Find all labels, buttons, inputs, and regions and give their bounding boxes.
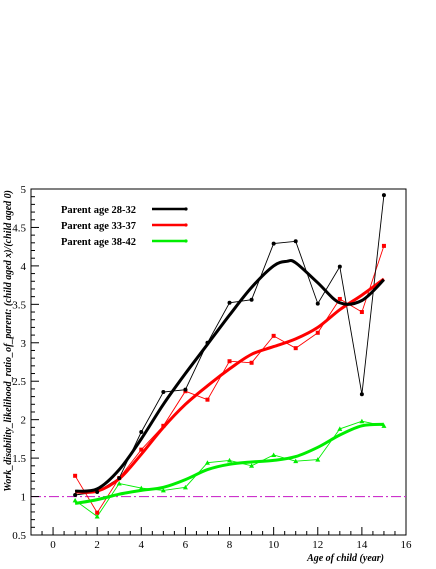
legend-label-1: Parent age 28-32 bbox=[61, 205, 136, 216]
series-3-point bbox=[204, 460, 210, 465]
series-2-point bbox=[205, 397, 210, 402]
series-1-point bbox=[337, 264, 342, 269]
y-tick-label: 4 bbox=[21, 261, 27, 273]
x-tick-label: 2 bbox=[94, 539, 100, 551]
x-tick-label: 14 bbox=[356, 539, 368, 551]
series-1-point bbox=[381, 193, 386, 198]
series-3-point bbox=[160, 487, 166, 493]
series-3-point bbox=[138, 485, 144, 491]
series-1-point bbox=[249, 297, 254, 302]
series-3-point bbox=[315, 457, 321, 462]
series-3-smooth-line bbox=[74, 422, 384, 505]
series-3-point bbox=[249, 463, 255, 468]
series-3-point bbox=[116, 480, 122, 486]
legend-entry-1: Parent age 28-32 bbox=[61, 205, 188, 216]
series-2-point bbox=[139, 447, 144, 452]
legend: Parent age 28-32 Parent age 33-37 Parent… bbox=[61, 205, 188, 248]
y-tick-label: 2 bbox=[21, 415, 27, 427]
series-2-point bbox=[95, 510, 100, 515]
y-tick-label: 1 bbox=[21, 492, 27, 504]
legend-marker-3 bbox=[184, 239, 188, 243]
series-3-point bbox=[72, 497, 78, 503]
series-3-point bbox=[337, 426, 343, 431]
series-2-point bbox=[249, 360, 254, 365]
y-tick-label: 0.5 bbox=[12, 530, 26, 542]
series-1-point bbox=[117, 476, 122, 481]
series-2-point bbox=[271, 333, 276, 338]
series-1-point bbox=[95, 489, 100, 494]
y-tick-label: 5 bbox=[21, 184, 27, 196]
y-tick-label: 4.5 bbox=[12, 222, 26, 234]
series-3-point bbox=[182, 484, 188, 490]
series-2-smooth-line bbox=[75, 277, 385, 494]
x-tick-label: 4 bbox=[139, 539, 145, 551]
y-tick-label: 3 bbox=[21, 338, 27, 350]
series-2-point bbox=[359, 310, 364, 315]
y-tick-label: 1.5 bbox=[12, 453, 26, 465]
legend-label-2: Parent age 33-37 bbox=[61, 221, 136, 232]
x-tick-label: 0 bbox=[50, 539, 56, 551]
series-3-point bbox=[271, 452, 277, 458]
series-2-point bbox=[73, 473, 78, 478]
series-1-point bbox=[315, 301, 320, 306]
x-tick-label: 12 bbox=[312, 539, 323, 551]
legend-entry-3: Parent age 38-42 bbox=[61, 237, 188, 248]
series-1-point bbox=[139, 429, 144, 434]
series-1-point bbox=[73, 493, 78, 498]
y-tick-label: 3.5 bbox=[12, 299, 26, 311]
series-2-point bbox=[337, 296, 342, 301]
series-1-point bbox=[205, 340, 210, 345]
x-tick-label: 10 bbox=[268, 539, 280, 551]
series-1-point bbox=[183, 387, 188, 392]
legend-entry-2: Parent age 33-37 bbox=[61, 221, 188, 232]
series-3-point bbox=[227, 457, 233, 463]
series-3-point bbox=[359, 418, 365, 424]
series-3-point bbox=[293, 458, 299, 464]
series-2-point bbox=[161, 423, 166, 428]
series-3-point bbox=[381, 423, 387, 428]
series-2-point bbox=[227, 359, 232, 364]
series-1-point bbox=[293, 239, 298, 244]
series-1-smooth-line bbox=[74, 259, 385, 493]
series-1-point bbox=[359, 392, 364, 397]
legend-label-3: Parent age 38-42 bbox=[61, 237, 136, 248]
legend-marker-1 bbox=[184, 207, 188, 211]
y-axis-title: Work_disability_likelihood_ratio_of_pare… bbox=[3, 190, 14, 492]
x-axis-title: Age of child (year) bbox=[306, 553, 384, 564]
series-2-point bbox=[315, 330, 320, 335]
series-2-point bbox=[293, 346, 298, 351]
y-tick-label: 2.5 bbox=[12, 376, 26, 388]
series-3-point bbox=[94, 514, 100, 519]
series-1-point bbox=[227, 300, 232, 305]
series-1-point bbox=[271, 241, 276, 246]
legend-marker-2 bbox=[184, 223, 188, 227]
x-tick-label: 16 bbox=[401, 539, 413, 551]
x-tick-label: 6 bbox=[183, 539, 189, 551]
series-1-point bbox=[161, 389, 166, 394]
x-tick-label: 8 bbox=[227, 539, 233, 551]
series-2-point bbox=[381, 243, 386, 248]
